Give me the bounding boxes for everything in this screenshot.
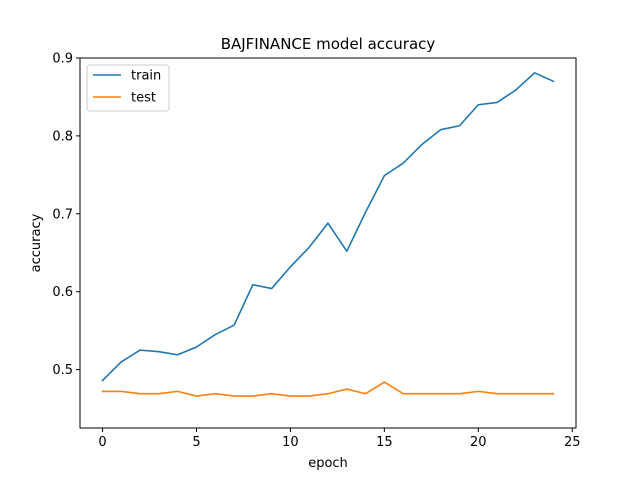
series-line-test <box>101 381 555 397</box>
x-axis: 0 5 10 15 20 25 <box>98 428 581 450</box>
y-axis-label: accuracy <box>29 213 44 272</box>
chart-title: BAJFINANCE model accuracy <box>221 35 436 53</box>
x-tick-label: 20 <box>470 435 487 450</box>
x-tick-label: 15 <box>376 435 393 450</box>
x-tick-label: 25 <box>564 435 581 450</box>
y-tick-label: 0.6 <box>52 285 73 300</box>
x-tick-label: 10 <box>282 435 299 450</box>
legend: train test <box>86 64 170 112</box>
legend-label-train: train <box>131 69 161 84</box>
series-line-train <box>101 72 555 382</box>
legend-box <box>86 64 170 112</box>
plot-frame <box>79 57 577 429</box>
y-tick-label: 0.7 <box>52 207 73 222</box>
x-axis-label: epoch <box>308 456 348 471</box>
y-tick-label: 0.8 <box>52 129 73 144</box>
y-tick-label: 0.5 <box>52 363 73 378</box>
y-axis: 0.5 0.6 0.7 0.8 0.9 <box>52 52 80 378</box>
legend-label-test: test <box>131 91 156 106</box>
x-tick-label: 0 <box>98 435 106 450</box>
plot-area <box>101 72 555 397</box>
x-tick-label: 5 <box>192 435 200 450</box>
y-tick-label: 0.9 <box>52 52 73 67</box>
